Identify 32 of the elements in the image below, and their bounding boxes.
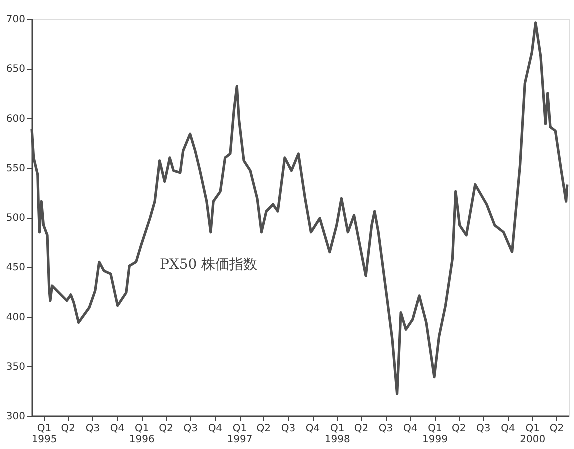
x-tick-label: Q2: [256, 424, 271, 434]
x-tick-label: Q3: [281, 424, 296, 434]
y-tick-label: 650: [6, 64, 26, 76]
x-tick-label: Q1 1998: [324, 424, 350, 446]
x-tick-label: Q1 1995: [32, 424, 58, 446]
x-tick-label: Q3: [86, 424, 100, 434]
x-tick-label: Q1 1996: [129, 424, 155, 446]
y-tick-label: 500: [6, 213, 26, 224]
x-tick-label: Q3: [378, 424, 394, 434]
x-tick-label: Q3: [184, 424, 198, 434]
x-tick-label: Q2: [354, 424, 369, 434]
x-tick-label: Q4: [306, 424, 320, 434]
x-tick-label: Q1 2000: [520, 424, 546, 446]
x-tick-label: Q1 1997: [227, 424, 253, 446]
series-label: PX50 株価指数: [160, 257, 258, 273]
x-tick-label: Q1 1999: [422, 424, 448, 446]
x-tick-label: Q4: [501, 424, 516, 434]
y-tick-label: 450: [6, 262, 26, 274]
y-tick-label: 700: [6, 14, 26, 26]
x-tick-label: Q2: [61, 424, 76, 434]
x-tick-label: Q3: [476, 424, 491, 434]
x-tick-label: Q4: [404, 424, 418, 434]
x-tick-label: Q4: [110, 424, 125, 434]
y-tick-label: 400: [6, 312, 26, 324]
x-tick-label: Q2: [452, 424, 466, 434]
x-tick-label: Q2: [159, 424, 174, 434]
x-tick-label: Q4: [208, 424, 223, 434]
y-tick-label: 600: [6, 114, 26, 125]
x-tick-label: Q2: [550, 424, 564, 434]
y-tick-label: 350: [6, 362, 26, 373]
y-tick-label: 300: [6, 412, 26, 422]
y-tick-label: 550: [6, 163, 26, 174]
